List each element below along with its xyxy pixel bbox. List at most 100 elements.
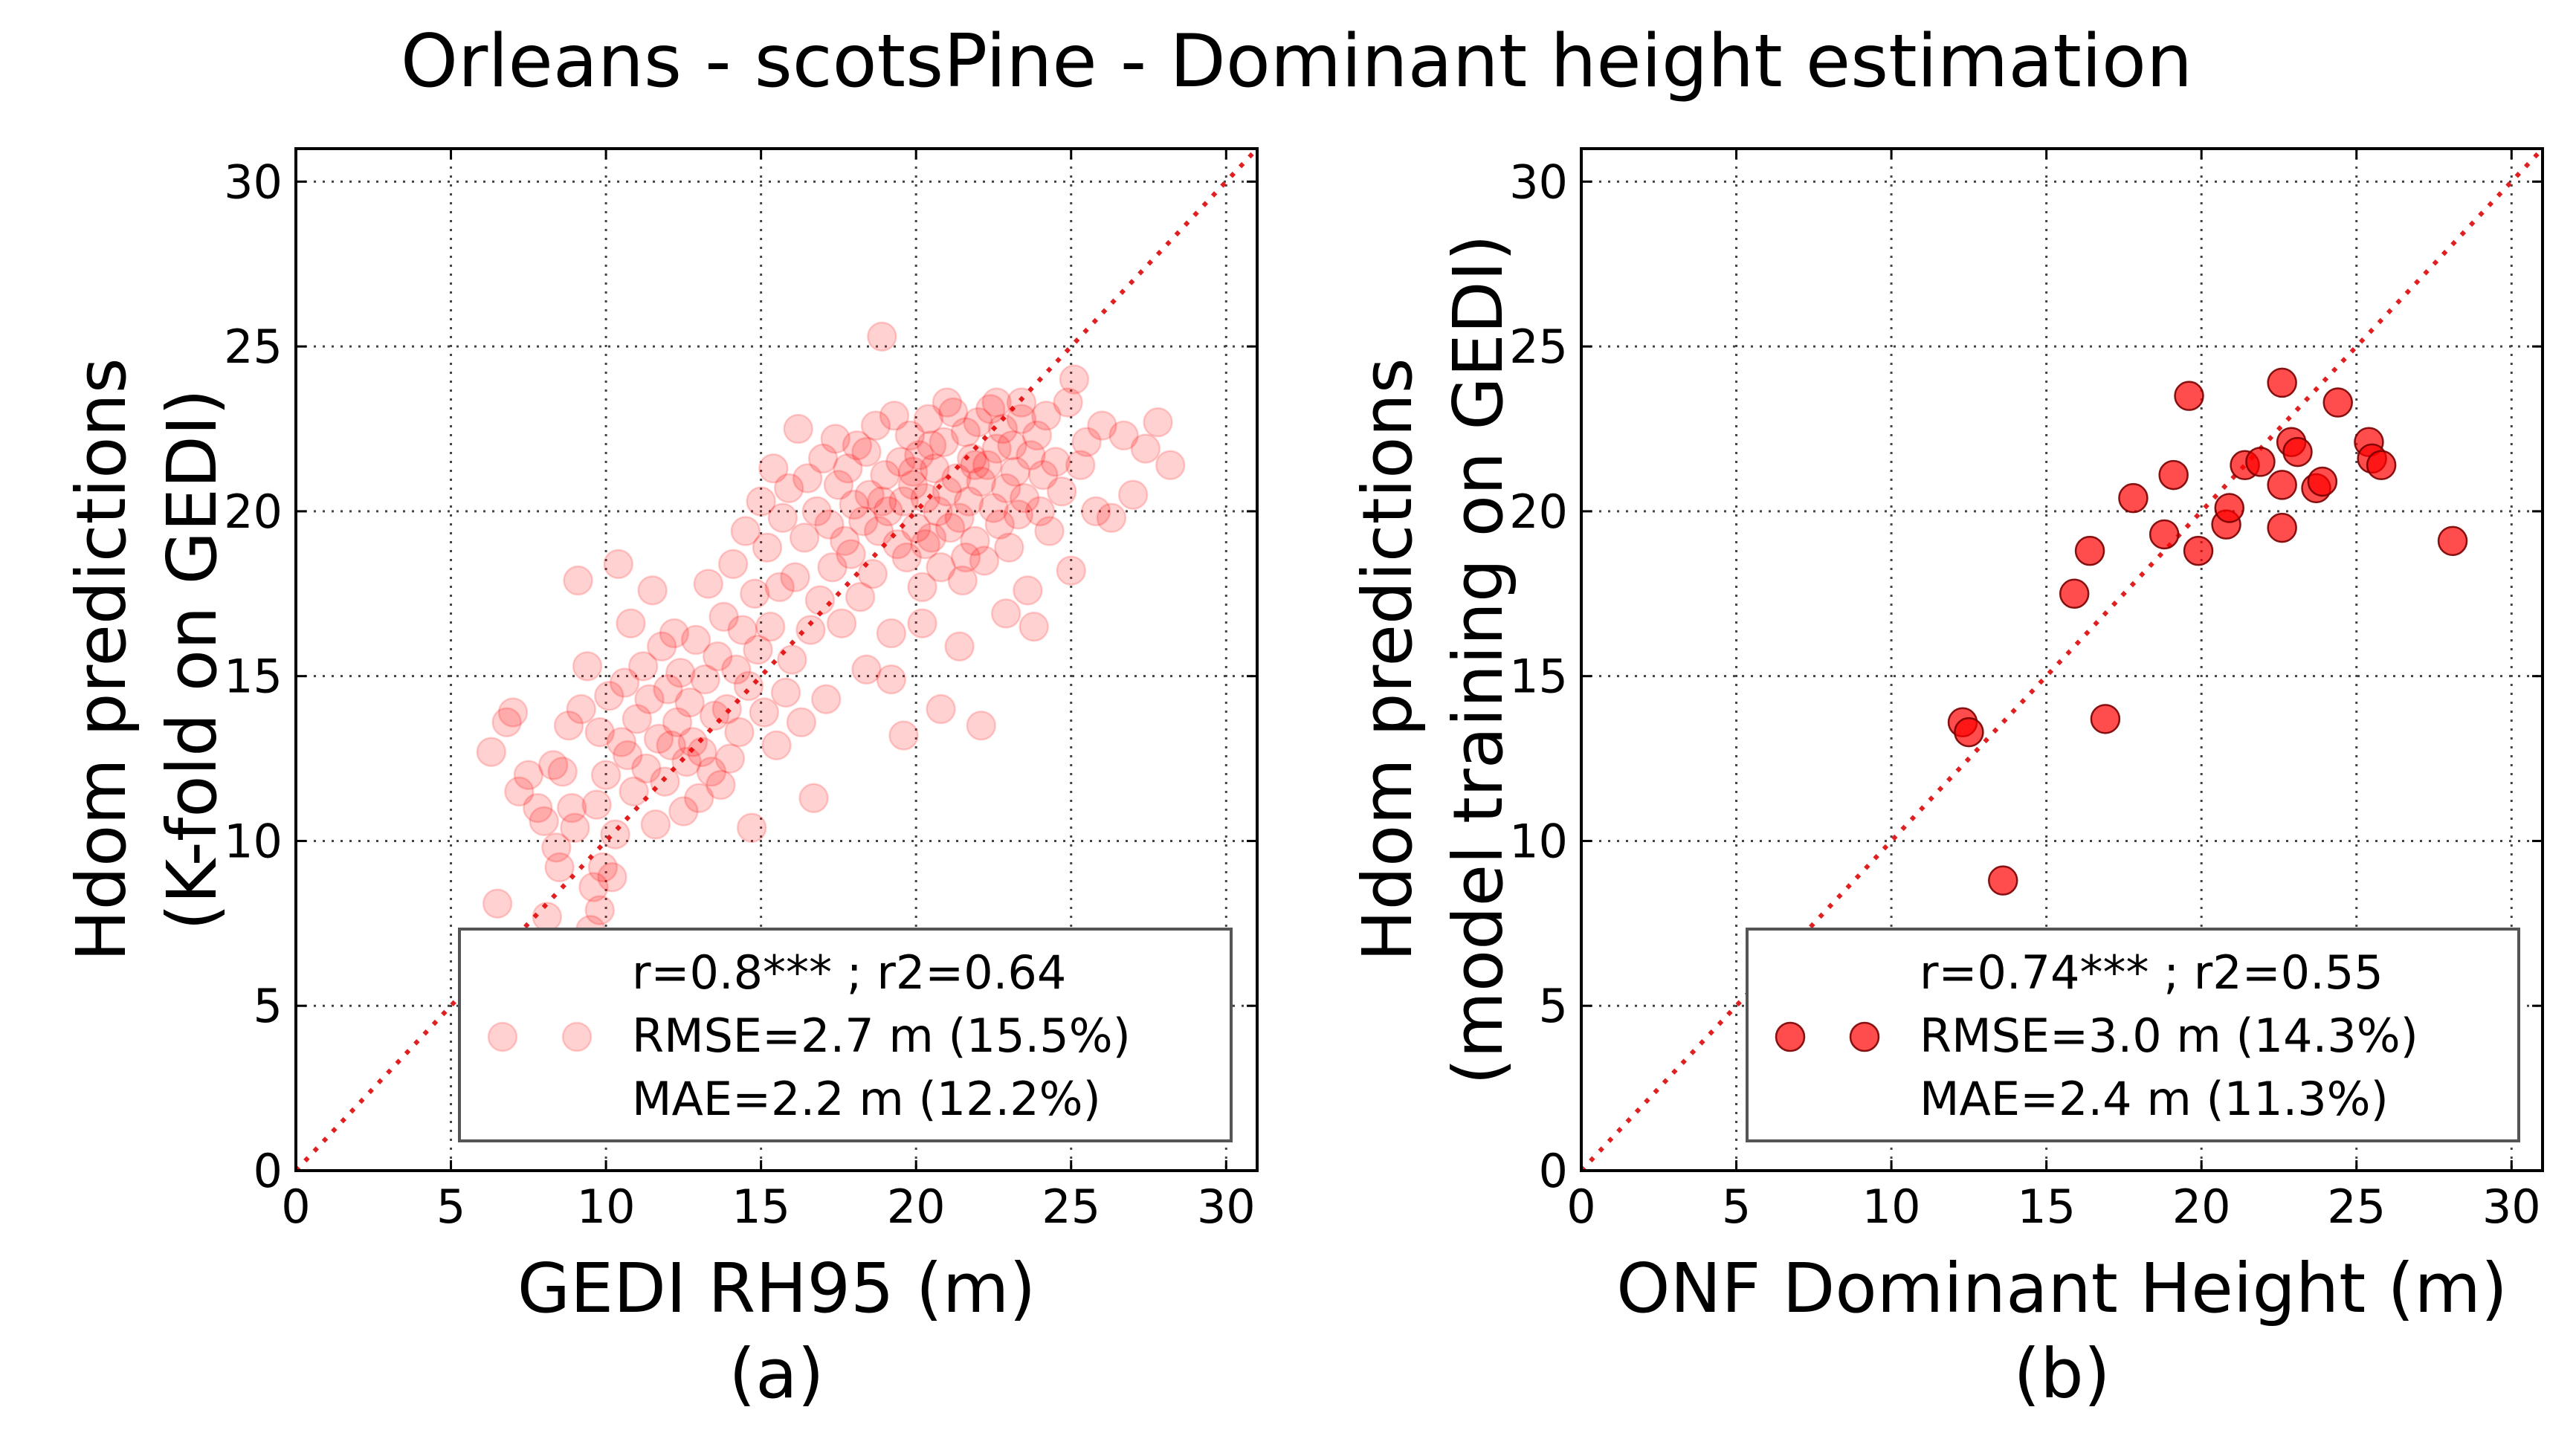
data-point: [764, 572, 795, 603]
data-point: [1059, 364, 1090, 395]
x-tick-label: 0: [1566, 1180, 1595, 1234]
data-point: [789, 523, 820, 553]
y-tick-label: 20: [224, 485, 283, 539]
data-point: [916, 430, 947, 461]
data-point: [671, 746, 702, 777]
data-point: [897, 456, 929, 487]
data-point: [613, 740, 643, 771]
data-point: [770, 677, 801, 708]
data-point: [916, 523, 947, 553]
x-axis-label-a: GEDI RH95 (m): [517, 1249, 1036, 1328]
data-point: [650, 766, 680, 797]
data-point: [1056, 555, 1086, 586]
data-point: [777, 644, 807, 675]
data-point: [882, 529, 913, 560]
data-point: [656, 730, 686, 761]
data-point: [755, 611, 786, 642]
y-tick-label: 5: [254, 979, 283, 1033]
data-point: [767, 502, 798, 534]
data-point: [978, 493, 1009, 523]
data-point: [910, 529, 940, 560]
data-point: [553, 710, 584, 741]
data-point: [752, 532, 783, 563]
legend-marker: [1849, 1021, 1880, 1052]
data-point: [634, 684, 665, 714]
data-point: [1155, 450, 1186, 481]
data-point: [703, 641, 733, 672]
legend-a: r=0.8*** ; r2=0.64 RMSE=2.7 m (15.5%) MA…: [458, 928, 1233, 1142]
data-point: [683, 783, 714, 814]
data-point: [581, 789, 612, 820]
x-tick-label: 5: [436, 1180, 465, 1234]
data-point: [792, 463, 823, 494]
data-point: [1016, 440, 1046, 470]
y-axis-label-b-line1: Hdom predictions: [1348, 358, 1427, 961]
data-point: [848, 505, 879, 537]
x-tick-label: 25: [2327, 1180, 2386, 1234]
data-point: [1954, 716, 1984, 748]
data-point: [981, 387, 1012, 418]
data-point: [2214, 493, 2244, 523]
x-tick-label: 10: [577, 1180, 636, 1234]
data-point: [894, 420, 926, 451]
data-point: [1117, 479, 1149, 510]
data-point: [541, 832, 572, 863]
data-point: [706, 769, 736, 800]
data-point: [616, 608, 646, 638]
data-point: [957, 443, 987, 474]
data-point: [504, 776, 535, 807]
data-point: [773, 473, 804, 504]
data-point: [932, 387, 963, 418]
data-point: [997, 430, 1027, 461]
data-point: [606, 727, 637, 757]
data-point: [863, 516, 894, 546]
data-point: [987, 413, 1019, 444]
data-point: [810, 684, 842, 714]
data-point: [919, 453, 950, 484]
data-point: [913, 404, 944, 434]
data-point: [2059, 578, 2090, 609]
data-point: [699, 700, 730, 731]
data-point: [990, 598, 1021, 629]
data-point: [563, 565, 593, 596]
data-point: [966, 710, 997, 741]
legend-marker: [561, 1021, 593, 1052]
data-point: [544, 852, 575, 883]
data-point: [749, 697, 780, 728]
data-point: [566, 693, 596, 725]
data-point: [529, 806, 559, 837]
data-point: [814, 509, 845, 540]
data-point: [743, 634, 773, 665]
x-tick-label: 30: [1197, 1180, 1256, 1234]
data-point: [746, 486, 776, 517]
data-point: [668, 796, 699, 827]
data-point: [820, 424, 850, 454]
y-axis-label-b-line2: (model training on GEDI): [1439, 234, 1518, 1084]
data-point: [1087, 410, 1117, 441]
data-point: [944, 502, 975, 534]
data-point: [736, 812, 767, 843]
data-point: [975, 394, 1006, 424]
data-point: [1096, 502, 1127, 534]
x-tick-label: 5: [1722, 1180, 1751, 1234]
data-point: [2118, 482, 2149, 514]
data-point: [730, 516, 761, 546]
data-point: [826, 608, 857, 638]
data-point: [619, 776, 649, 807]
data-point: [600, 819, 630, 850]
data-point: [972, 450, 1003, 481]
data-point: [627, 651, 659, 682]
data-point: [687, 737, 717, 767]
x-axis-label-b: ONF Dominant Height (m): [1616, 1249, 2508, 1328]
data-point: [721, 654, 752, 685]
data-point: [1003, 499, 1034, 530]
data-point: [622, 704, 653, 734]
data-point: [801, 496, 832, 527]
data-point: [1000, 456, 1030, 487]
data-point: [990, 473, 1021, 504]
data-point: [1108, 420, 1139, 451]
data-point: [674, 687, 705, 718]
x-tick-label: 30: [2482, 1180, 2541, 1234]
y-tick-label: 10: [1509, 814, 1568, 868]
legend-mae-text-b: MAE=2.4 m (11.3%): [1920, 1072, 2389, 1126]
